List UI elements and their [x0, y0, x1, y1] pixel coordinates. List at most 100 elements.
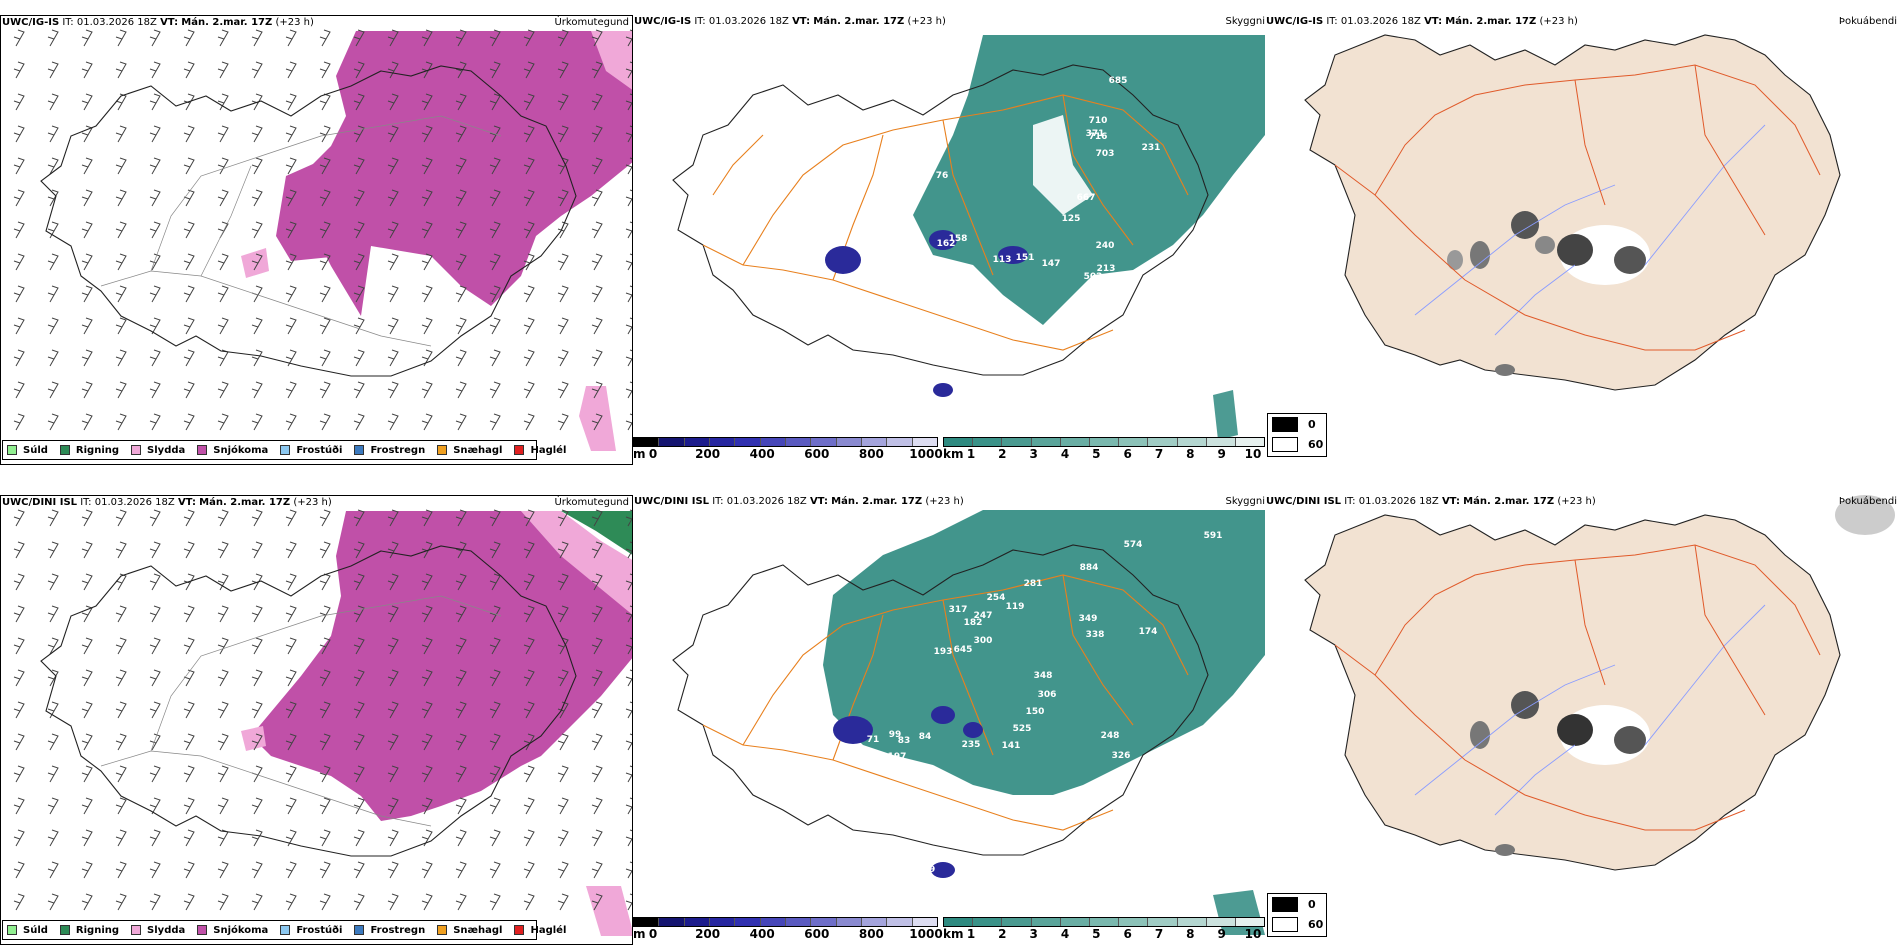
wind-barb	[455, 733, 467, 751]
colorbar-unit: km	[943, 447, 964, 461]
wind-barb	[13, 285, 25, 303]
cloud-base-label: 72	[869, 253, 882, 263]
wind-barb	[47, 797, 59, 815]
colorbar-swatch	[1031, 438, 1061, 446]
wind-barb	[217, 541, 229, 559]
legend-swatch	[7, 925, 17, 935]
it-value: 01.03.2026 18Z	[94, 497, 175, 508]
wind-barb	[625, 253, 632, 271]
wind-barb	[523, 541, 535, 559]
wind-barb	[81, 893, 93, 911]
wind-barb	[217, 733, 229, 751]
wind-barb	[353, 189, 365, 207]
wind-barb	[149, 573, 161, 591]
wind-barb	[523, 765, 535, 783]
wind-barb	[387, 221, 399, 239]
wind-barb	[285, 253, 297, 271]
cloud-base-label: 348	[1034, 671, 1053, 681]
legend-item-haglél: Haglél	[514, 445, 566, 456]
wind-barb	[217, 29, 229, 47]
fog-patches	[1470, 495, 1895, 856]
legend-swatch	[131, 445, 142, 455]
colorbar-swatch	[1148, 438, 1178, 446]
wind-barb	[387, 893, 399, 911]
cloud-base-label: 102	[909, 382, 928, 392]
wind-barb	[489, 637, 501, 655]
lead-time: (+23 h)	[925, 496, 964, 507]
cloud-base-label: 716	[1089, 132, 1108, 142]
wind-barb	[591, 125, 603, 143]
legend-item-haglél: Haglél	[514, 925, 566, 936]
wind-barb	[183, 861, 195, 879]
wind-barb	[557, 61, 569, 79]
wind-barb	[353, 541, 365, 559]
legend-swatch	[197, 925, 208, 935]
colorbar-swatch	[1060, 438, 1090, 446]
wind-barb	[353, 125, 365, 143]
wind-barb	[625, 733, 632, 751]
legend-label: Haglél	[530, 924, 567, 936]
wind-barb	[319, 605, 331, 623]
wind-barb	[421, 93, 433, 111]
wind-barb	[251, 797, 263, 815]
wind-barb	[47, 669, 59, 687]
fog-legend-label: 0	[1308, 897, 1316, 911]
colorbar-swatch	[1177, 918, 1207, 926]
wind-barb	[251, 669, 263, 687]
cloud-base-label: 211	[918, 765, 937, 775]
wind-barb	[591, 605, 603, 623]
wind-barb	[455, 93, 467, 111]
cloud-base-label: 240	[1096, 241, 1115, 251]
wind-barb	[557, 637, 569, 655]
wind-barb	[81, 253, 93, 271]
wind-barb	[319, 61, 331, 79]
colorbar-tick: 10	[1244, 927, 1262, 941]
it-value: 01.03.2026 18Z	[708, 16, 789, 27]
fog-legend-label: 0	[1308, 417, 1316, 431]
wind-barb	[183, 893, 195, 911]
wind-barb	[217, 253, 229, 271]
wind-barb	[149, 93, 161, 111]
cloud-cover-gap	[1033, 115, 1093, 215]
cloud-base-label: 150	[1026, 707, 1045, 717]
cloud-base-label: 591	[1204, 531, 1223, 541]
cloud-base-label: 409	[881, 270, 900, 280]
wind-barb	[523, 285, 535, 303]
wind-barb	[455, 893, 467, 911]
wind-barb	[421, 253, 433, 271]
wind-barb	[251, 893, 263, 911]
wind-barb	[421, 29, 433, 47]
cloud-base-label: 574	[1124, 540, 1143, 550]
colorbar-tick: 1	[966, 927, 976, 941]
wind-barb	[591, 797, 603, 815]
wind-barb	[319, 29, 331, 47]
wind-barb	[149, 221, 161, 239]
wind-barb	[13, 349, 25, 367]
wind-barb	[115, 765, 127, 783]
wind-barb	[13, 765, 25, 783]
wind-barb	[149, 349, 161, 367]
wind-barb	[13, 189, 25, 207]
wind-barb	[625, 893, 632, 911]
wind-barb	[387, 733, 399, 751]
wind-barb	[319, 733, 331, 751]
wind-barb	[115, 861, 127, 879]
wind-barb	[251, 61, 263, 79]
legend-swatch	[197, 445, 208, 455]
wind-barb	[251, 861, 263, 879]
wind-barb	[285, 637, 297, 655]
wind-barb	[285, 669, 297, 687]
wind-barb	[149, 381, 161, 399]
wind-barb	[421, 509, 433, 527]
wind-barb	[217, 637, 229, 655]
wind-barb	[421, 701, 433, 719]
wind-barb	[183, 829, 195, 847]
legend-item-frostúði: Frostúði	[280, 445, 342, 456]
it-label: IT:	[62, 17, 74, 28]
model-name: UWC/DINI ISL	[2, 497, 78, 508]
wind-barb	[319, 189, 331, 207]
wind-barb	[421, 765, 433, 783]
cbar-m-labels: m 0 200 400 600 800 1000	[633, 927, 943, 941]
wind-barb	[353, 157, 365, 175]
wind-barb	[557, 93, 569, 111]
